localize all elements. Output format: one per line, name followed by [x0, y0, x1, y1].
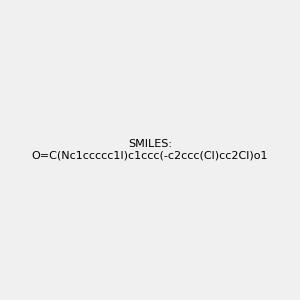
Text: SMILES:
O=C(Nc1ccccc1I)c1ccc(-c2ccc(Cl)cc2Cl)o1: SMILES: O=C(Nc1ccccc1I)c1ccc(-c2ccc(Cl)c… — [32, 139, 268, 161]
